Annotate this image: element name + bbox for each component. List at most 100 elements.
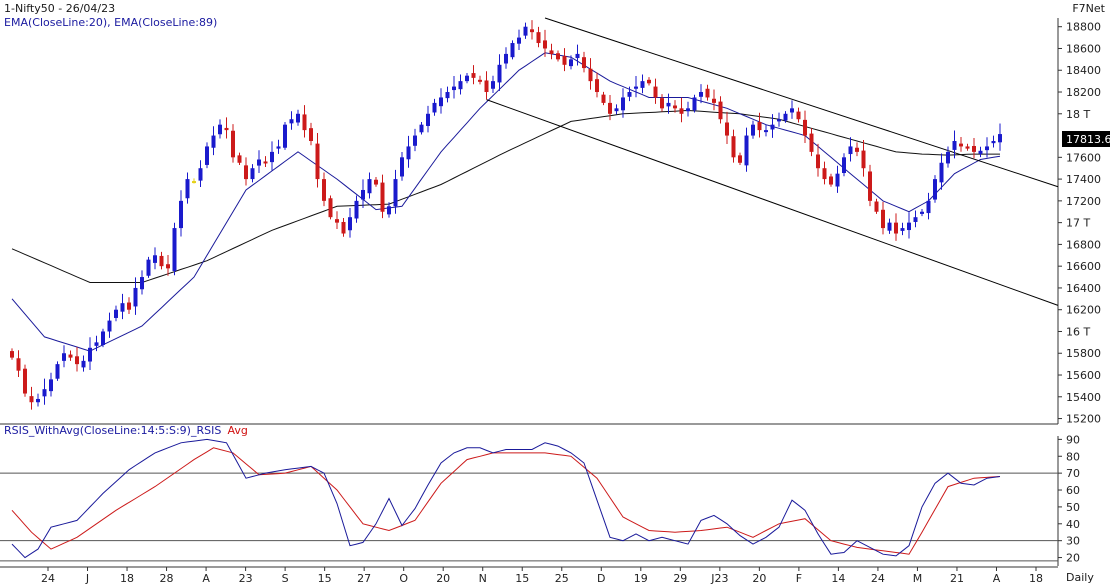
x-tick-label: J	[85, 572, 89, 585]
candle-body	[686, 108, 690, 112]
candle-body	[829, 176, 833, 185]
price-tick-label: 17600	[1066, 151, 1101, 164]
candle-body	[504, 53, 508, 64]
price-tick-label: 18400	[1066, 64, 1101, 77]
candles-group	[10, 20, 1002, 410]
candle-body	[608, 102, 612, 114]
candle-body	[978, 150, 983, 154]
candle-body	[647, 79, 651, 84]
candle-body	[855, 147, 859, 152]
trendlines-group	[486, 17, 1059, 306]
x-tick-label: 24	[871, 572, 885, 585]
x-tick-label: 21	[950, 572, 964, 585]
candle-body	[49, 379, 53, 392]
channel-trendline[interactable]	[544, 17, 1059, 188]
candle-body	[881, 209, 885, 229]
overlay-legend: EMA(CloseLine:20), EMA(CloseLine:89)	[4, 16, 217, 29]
candle-body	[426, 113, 430, 126]
candle-body	[16, 358, 21, 371]
x-tick-label: D	[597, 572, 605, 585]
rsi-panel-title: RSIS_WithAvg(CloseLine:14:5:S:9)_RSIS Avg	[4, 424, 248, 437]
rsi-panel-title-text: RSIS_WithAvg(CloseLine:14:5:S:9)	[4, 424, 191, 437]
x-tick-label: 19	[634, 572, 648, 585]
candle-body	[653, 86, 658, 98]
candle-body	[491, 81, 495, 89]
candle-body	[159, 255, 164, 267]
candle-body	[439, 97, 443, 107]
candle-body	[588, 68, 593, 82]
x-tick-label: A	[202, 572, 210, 585]
candle-body	[510, 43, 515, 58]
candle-body	[172, 228, 177, 271]
rsi-lines-group	[11, 438, 1001, 559]
price-tick-label: 18800	[1066, 21, 1101, 34]
rsi-tick-label: 40	[1066, 518, 1080, 531]
candle-body	[634, 86, 638, 89]
candle-body	[153, 255, 157, 263]
x-tick-label: M	[913, 572, 923, 585]
last-price-badge: 17813.6	[1066, 133, 1110, 146]
candle-body	[120, 303, 125, 312]
candle-body	[679, 108, 684, 114]
candle-body	[127, 302, 131, 310]
candle-body	[920, 211, 924, 214]
candle-body	[471, 73, 476, 78]
candle-body	[478, 79, 482, 82]
x-tick-label: 25	[555, 572, 569, 585]
rsi-series-label: _RSIS	[190, 424, 222, 437]
candle-body	[42, 389, 47, 397]
x-tick-label: J23	[710, 572, 728, 585]
price-tick-label: 15600	[1066, 369, 1101, 382]
rsi-line	[11, 438, 1001, 559]
candle-body	[777, 119, 781, 122]
candle-body	[192, 181, 196, 184]
candle-body	[861, 150, 866, 169]
candle-body	[900, 228, 905, 231]
rsi-avg-line	[11, 447, 1001, 555]
candle-body	[75, 356, 79, 365]
candle-body	[133, 287, 138, 307]
candle-body	[848, 146, 853, 155]
candle-body	[731, 136, 736, 158]
candle-body	[484, 80, 489, 93]
x-tick-label: 15	[515, 572, 529, 585]
rsi-tick-label: 80	[1066, 450, 1080, 463]
candle-body	[296, 113, 300, 123]
candle-body	[673, 105, 677, 109]
candle-body	[842, 157, 846, 173]
x-tick-label: 18	[120, 572, 134, 585]
candle-body	[874, 201, 879, 212]
rsi-tick-label: 20	[1066, 552, 1080, 565]
candle-body	[328, 198, 333, 218]
candle-body	[198, 168, 203, 181]
candle-body	[55, 364, 60, 379]
candle-body	[458, 81, 463, 90]
candle-body	[185, 179, 190, 199]
candle-body	[965, 146, 970, 149]
candle-body	[627, 92, 632, 97]
x-tick-label: 23	[239, 572, 253, 585]
candle-body	[224, 127, 229, 131]
candle-body	[666, 102, 671, 107]
candle-body	[991, 140, 996, 144]
candle-body	[523, 26, 528, 36]
candle-body	[913, 217, 918, 222]
candle-body	[367, 179, 372, 194]
x-tick-label: S	[282, 572, 289, 585]
candle-body	[744, 135, 749, 166]
candle-body	[341, 221, 346, 234]
x-tick-label: 24	[41, 572, 55, 585]
candle-body	[894, 222, 898, 234]
candle-body	[419, 124, 424, 133]
price-tick-label: 15800	[1066, 347, 1101, 360]
channel-trendline[interactable]	[486, 99, 1059, 306]
price-tick-label: 16400	[1066, 282, 1101, 295]
x-tick-label: 29	[673, 572, 687, 585]
candle-body	[582, 57, 586, 69]
price-tick-label: 18 T	[1066, 108, 1090, 121]
candle-body	[614, 108, 619, 112]
candle-body	[803, 119, 807, 136]
candle-body	[406, 146, 411, 160]
candle-body	[549, 50, 554, 54]
